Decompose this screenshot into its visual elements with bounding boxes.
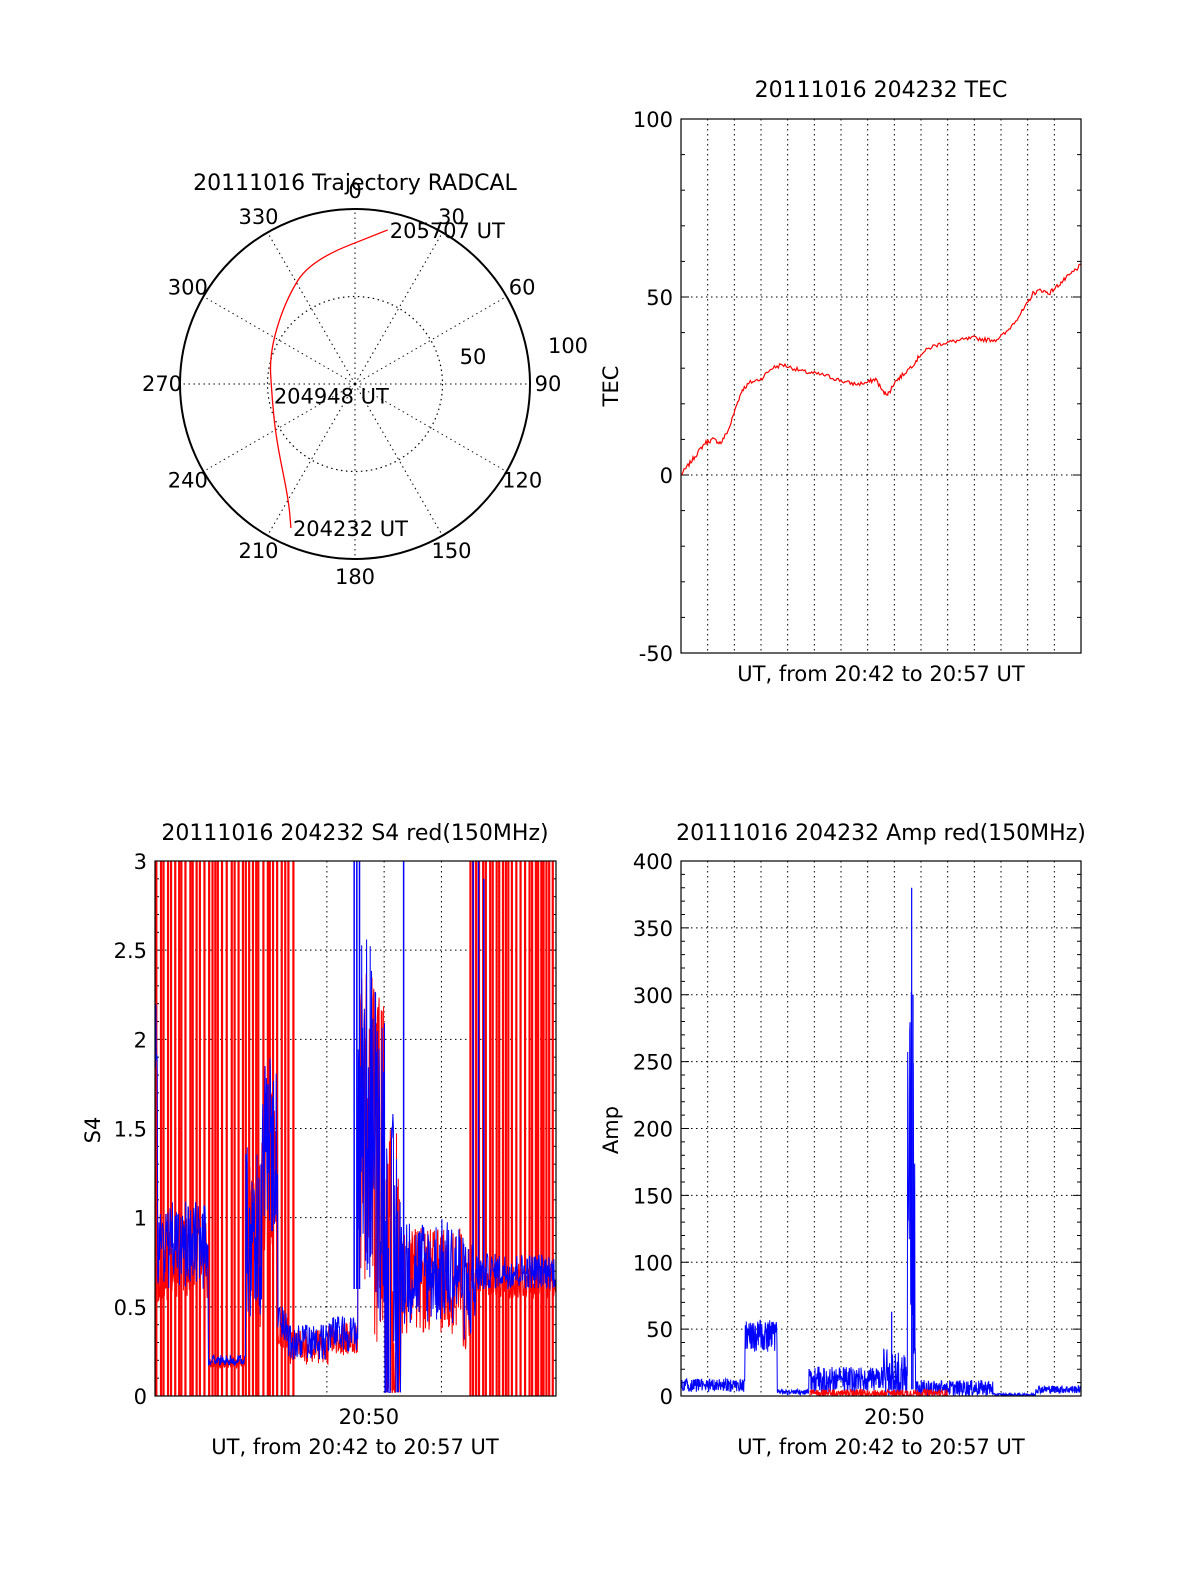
time-annotation: 204232 UT [293, 517, 408, 541]
time-annotation: 204948 UT [274, 385, 389, 409]
y-tick-label: 100 [633, 1251, 673, 1275]
y-tick-label: 1 [134, 1207, 147, 1231]
y-tick-label: -50 [639, 642, 673, 666]
plot-frame [680, 118, 1082, 654]
y-tick-label: 0 [660, 464, 673, 488]
azimuth-label: 60 [509, 276, 536, 300]
y-tick-label: 3 [134, 850, 147, 874]
azimuth-label: 150 [431, 539, 471, 563]
s4-blue-line [155, 939, 556, 1393]
s4-ylabel: S4 [81, 1117, 105, 1144]
y-tick-label: 300 [633, 984, 673, 1008]
azimuth-label: 30 [438, 205, 465, 229]
polar-spoke [354, 383, 507, 472]
trajectory-title: 20111016 Trajectory RADCAL [193, 171, 517, 196]
tec-panel: 20111016 204232 TEC -50 0 50 100 UT, from 2… [599, 78, 1082, 686]
s4-xlabel: UT, from 20:42 to 20:57 UT [211, 1435, 499, 1459]
azimuth-label: 180 [335, 565, 375, 589]
azimuth-label: 0 [348, 179, 361, 203]
polar-series [269, 229, 388, 528]
s4-title: 20111016 204232 S4 red(150MHz) [161, 821, 548, 846]
s4-series-group [155, 861, 556, 1396]
y-tick-label: 50 [646, 1318, 673, 1342]
s4-panel: 20111016 204232 S4 red(150MHz) 0 0.5 1 1.5 2… [81, 821, 557, 1459]
plot-frame [680, 860, 1082, 1397]
time-annotation: 205707 UT [390, 219, 505, 243]
azimuth-label: 300 [168, 276, 208, 300]
amp-series-group [681, 887, 1081, 1396]
azimuth-label: 210 [238, 539, 278, 563]
tec-title: 20111016 204232 TEC [755, 78, 1008, 103]
amp-plot-area: 0 50 100 150 200 250 300 350 400 20:50 [633, 850, 1082, 1429]
polar-spoke [354, 232, 443, 385]
amp-red-line [681, 1387, 1081, 1396]
y-tick-label: 50 [646, 286, 673, 310]
polar-spoke [354, 383, 443, 536]
y-tick-label: 2.5 [114, 939, 147, 963]
amp-ylabel: Amp [599, 1106, 623, 1154]
y-tick-label: 350 [633, 917, 673, 941]
amp-blue-line [681, 991, 1081, 1396]
polar-spoke [203, 383, 356, 472]
tec-plot-area: -50 0 50 100 [633, 108, 1082, 666]
y-tick-label: 1.5 [114, 1118, 147, 1142]
polar-spoke [267, 383, 356, 536]
y-tick-label: 0.5 [114, 1296, 147, 1320]
x-tick-label: 20:50 [864, 1405, 925, 1429]
azimuth-label: 270 [142, 372, 182, 396]
amp-panel: 20111016 204232 Amp red(150MHz) 0 50 100 15… [599, 821, 1086, 1459]
polar-inner-ring [266, 295, 444, 473]
amp-xlabel: UT, from 20:42 to 20:57 UT [737, 1435, 1025, 1459]
polar-annotations: 205707 UT 204948 UT 204232 UT [274, 219, 505, 541]
azimuth-label: 120 [502, 469, 542, 493]
y-tick-label: 2 [134, 1028, 147, 1052]
y-tick-label: 250 [633, 1051, 673, 1075]
polar-grid [179, 208, 531, 560]
y-tick-label: 400 [633, 850, 673, 874]
polar-outer-ring [179, 208, 531, 560]
polar-spoke [203, 296, 356, 385]
s4-plot-area: 0 0.5 1 1.5 2 2.5 3 20:50 [114, 850, 557, 1429]
tec-xlabel: UT, from 20:42 to 20:57 UT [737, 662, 1025, 686]
radial-label: 100 [548, 334, 588, 358]
tec-ylabel: TEC [599, 366, 623, 408]
x-tick-label: 20:50 [339, 1405, 400, 1429]
radial-label: 50 [460, 345, 487, 369]
trajectory-line [269, 229, 388, 528]
amp-title: 20111016 204232 Amp red(150MHz) [676, 821, 1086, 846]
y-tick-label: 100 [633, 108, 673, 132]
y-tick-label: 0 [660, 1385, 673, 1409]
azimuth-label: 240 [168, 469, 208, 493]
y-tick-label: 150 [633, 1184, 673, 1208]
plot-frame [154, 860, 557, 1397]
y-tick-label: 0 [134, 1385, 147, 1409]
y-tick-label: 200 [633, 1118, 673, 1142]
azimuth-label: 90 [535, 372, 562, 396]
polar-spoke [354, 296, 507, 385]
polar-labels: 0 30 60 90 120 150 180 210 240 270 300 330 50 100 [142, 179, 588, 589]
trajectory-polar-panel: 20111016 Trajectory RADCAL 0 30 60 90 120 150… [142, 171, 588, 589]
azimuth-label: 330 [238, 205, 278, 229]
tec-series-line [680, 263, 1082, 476]
polar-spoke [267, 232, 356, 385]
